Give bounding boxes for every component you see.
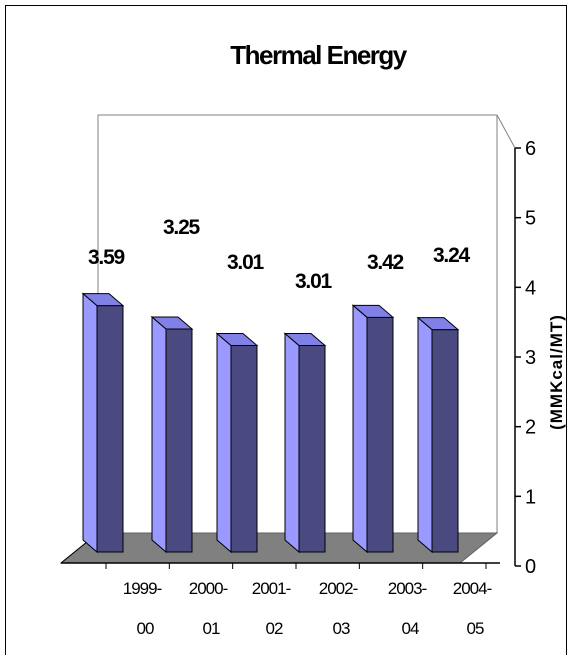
bar [353,305,393,552]
data-label: 3.42 [367,251,404,274]
bar-front-face [353,305,367,552]
y-tick-label: 4 [525,277,536,299]
bar-side-face [432,330,458,552]
bar [418,318,458,552]
bar-side-face [166,329,192,552]
bar [83,294,123,552]
bar [152,317,192,552]
x-tick-label: 01 [203,619,220,638]
x-tick-label: 2000- [189,579,228,598]
x-tick-label: 2003- [388,579,427,598]
x-tick-label: 2004- [453,579,492,598]
x-tick-label: 2001- [252,579,291,598]
x-tick-label: 2002- [319,579,358,598]
y-tick-label: 0 [525,556,536,578]
y-tick-label: 1 [525,486,536,508]
data-label: 3.24 [433,244,471,267]
bar-front-face [83,294,97,552]
x-tick-label: 04 [402,619,419,638]
wall-depth-edge [497,115,515,148]
y-tick-label: 3 [525,347,536,369]
x-tick-label: 05 [467,619,484,638]
y-axis-label: (MMKcal/MT) [547,314,566,430]
bar-front-face [418,318,432,552]
x-tick-label: 1999- [123,579,162,598]
data-label: 3.59 [88,246,125,269]
bar-side-face [97,306,123,552]
bar-side-face [299,345,325,552]
bar-front-face [217,333,231,552]
bar [217,333,257,552]
bar-front-face [152,317,166,552]
bar-side-face [231,345,257,552]
bar [285,333,325,552]
x-tick-label: 00 [137,619,154,638]
chart-title: Thermal Energy [230,40,408,70]
y-tick-label: 2 [525,417,536,439]
bar-front-face [285,333,299,552]
data-label: 3.25 [163,216,201,239]
data-label: 3.01 [227,251,265,274]
x-tick-label: 03 [333,619,350,638]
y-tick-label: 6 [525,138,536,160]
bar-side-face [367,317,393,552]
y-tick-label: 5 [525,208,536,230]
data-label: 3.01 [295,270,333,293]
x-tick-label: 02 [266,619,283,638]
